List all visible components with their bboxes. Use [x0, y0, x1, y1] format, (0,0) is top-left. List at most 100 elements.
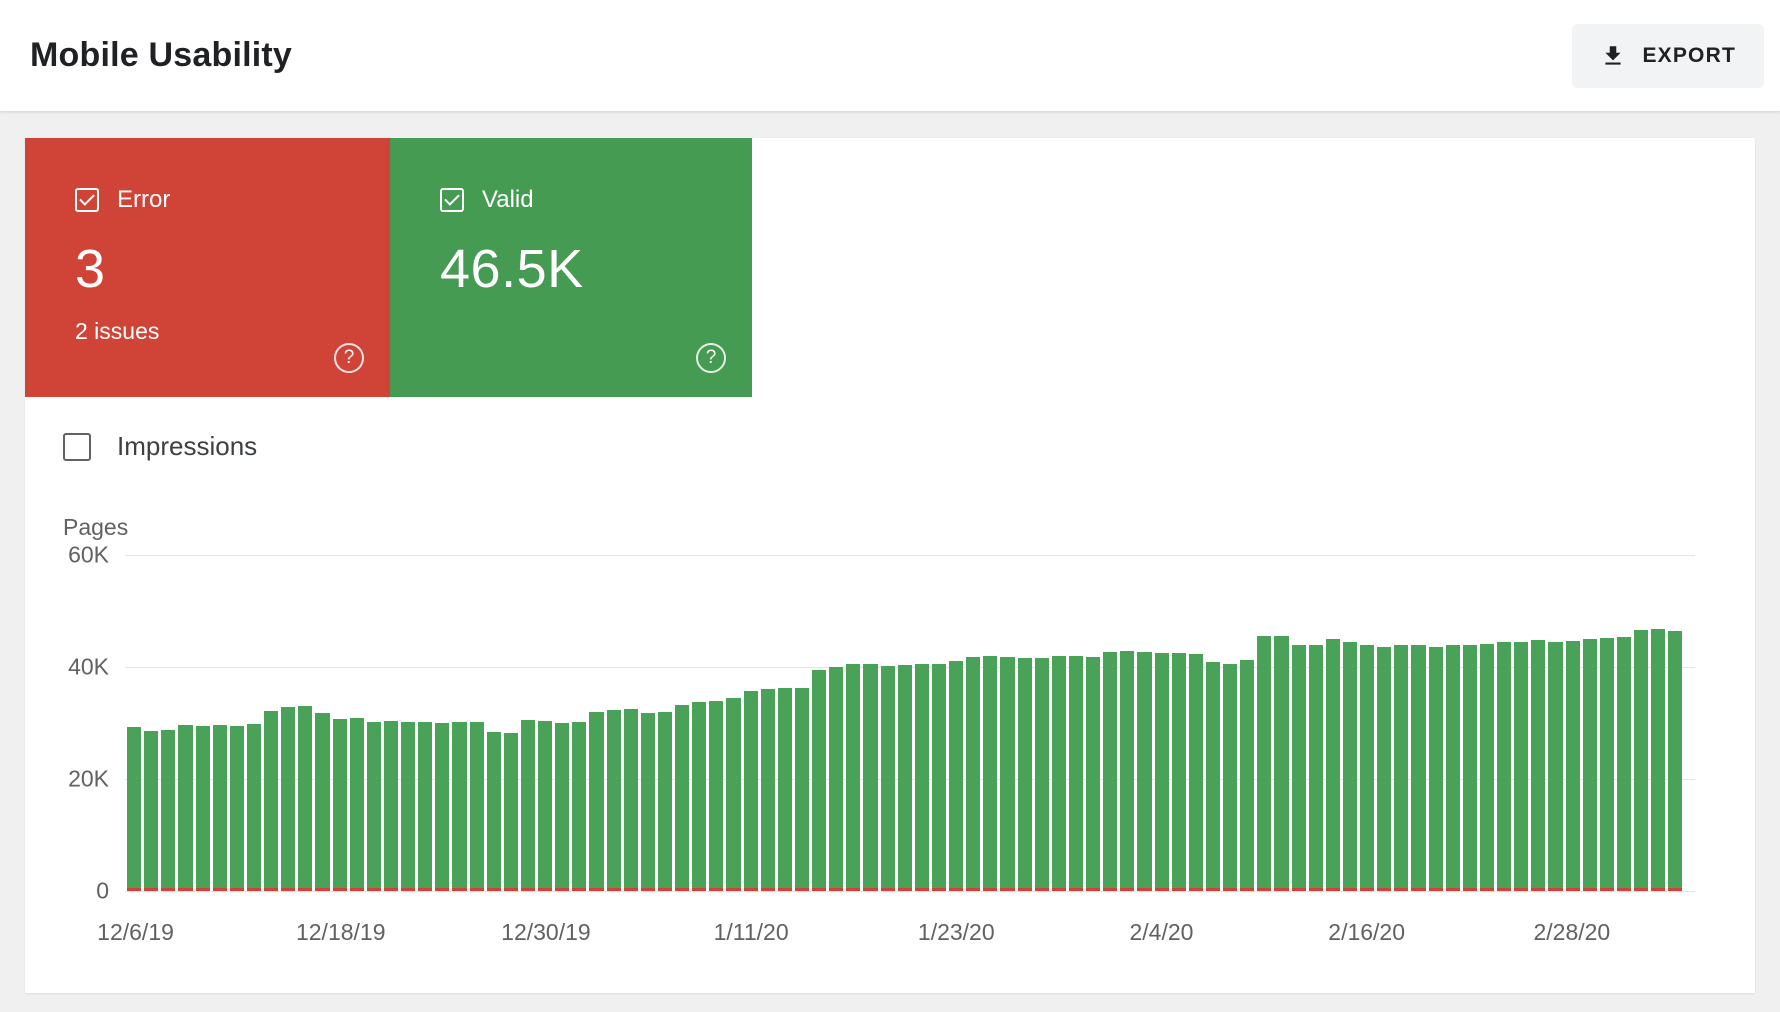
chart-bar[interactable]	[1411, 644, 1426, 891]
chart-bar[interactable]	[640, 712, 655, 891]
chart-bar[interactable]	[1223, 663, 1238, 891]
chart-bar[interactable]	[503, 733, 518, 891]
chart-bar[interactable]	[538, 721, 553, 891]
chart-bar[interactable]	[657, 711, 672, 891]
chart-bar[interactable]	[983, 655, 998, 891]
chart-bar[interactable]	[1599, 638, 1614, 891]
chart-bar[interactable]	[589, 711, 604, 891]
chart-bar[interactable]	[1291, 644, 1306, 891]
chart-bar[interactable]	[1514, 642, 1529, 891]
chart-bar[interactable]	[675, 705, 690, 891]
chart-bar[interactable]	[760, 688, 775, 891]
chart-bar[interactable]	[1668, 630, 1683, 891]
chart-bar[interactable]	[812, 669, 827, 891]
chart-bar[interactable]	[144, 731, 159, 891]
chart-bar[interactable]	[298, 706, 313, 891]
chart-bar[interactable]	[366, 721, 381, 891]
chart-bar[interactable]	[777, 687, 792, 891]
impressions-checkbox[interactable]	[63, 432, 91, 461]
impressions-toggle[interactable]: Impressions	[63, 431, 257, 462]
chart-bar[interactable]	[1479, 644, 1494, 891]
chart-bar[interactable]	[743, 690, 758, 891]
chart-bar[interactable]	[1360, 644, 1375, 891]
chart-bar[interactable]	[1086, 657, 1101, 891]
error-card[interactable]: Error 3 2 issues ?	[25, 138, 390, 397]
chart-bar[interactable]	[692, 701, 707, 891]
chart-bar[interactable]	[1017, 658, 1032, 891]
chart-bar[interactable]	[1651, 629, 1666, 891]
chart-bar[interactable]	[1051, 656, 1066, 891]
chart-bar[interactable]	[195, 725, 210, 891]
chart-bar[interactable]	[127, 726, 142, 891]
chart-bar[interactable]	[1565, 641, 1580, 891]
chart-bar[interactable]	[931, 663, 946, 891]
chart-bar[interactable]	[281, 707, 296, 891]
chart-bar[interactable]	[709, 701, 724, 891]
chart-bar[interactable]	[1171, 653, 1186, 891]
chart-bar[interactable]	[246, 724, 261, 891]
chart-bar[interactable]	[572, 722, 587, 891]
chart-bar[interactable]	[1308, 644, 1323, 891]
chart-bar[interactable]	[966, 657, 981, 891]
error-help-icon[interactable]: ?	[334, 343, 364, 373]
chart-bar[interactable]	[726, 697, 741, 891]
chart-bar[interactable]	[229, 725, 244, 891]
chart-bar[interactable]	[315, 713, 330, 891]
chart-bar[interactable]	[161, 730, 176, 891]
chart-bar[interactable]	[555, 723, 570, 891]
chart-bar[interactable]	[332, 718, 347, 891]
chart-bar[interactable]	[606, 709, 621, 891]
chart-bar[interactable]	[829, 667, 844, 891]
chart-bar[interactable]	[1428, 646, 1443, 891]
chart-bar[interactable]	[1616, 636, 1631, 891]
chart-bar[interactable]	[349, 717, 364, 891]
chart-bar[interactable]	[1394, 644, 1409, 891]
chart-bar[interactable]	[863, 664, 878, 891]
chart-bar[interactable]	[1497, 642, 1512, 891]
chart-bar[interactable]	[212, 725, 227, 891]
valid-checkbox[interactable]	[440, 188, 464, 212]
chart-bar[interactable]	[914, 664, 929, 891]
chart-bar[interactable]	[1188, 653, 1203, 891]
chart-bar[interactable]	[486, 731, 501, 891]
chart-bar[interactable]	[520, 719, 535, 891]
chart-bar[interactable]	[435, 723, 450, 891]
chart-bar[interactable]	[1274, 635, 1289, 891]
chart-bar[interactable]	[1462, 644, 1477, 891]
chart-bar[interactable]	[383, 721, 398, 891]
error-checkbox[interactable]	[75, 188, 99, 212]
chart-bar[interactable]	[1034, 658, 1049, 891]
chart-bar[interactable]	[1377, 646, 1392, 891]
chart-bar[interactable]	[1068, 655, 1083, 891]
chart-bar[interactable]	[623, 709, 638, 891]
chart-bar[interactable]	[897, 664, 912, 891]
export-button[interactable]: EXPORT	[1572, 23, 1764, 88]
valid-help-icon[interactable]: ?	[696, 343, 726, 373]
chart-bar[interactable]	[1342, 641, 1357, 891]
chart-bar[interactable]	[846, 663, 861, 891]
chart-bar[interactable]	[1325, 639, 1340, 891]
chart-bar[interactable]	[418, 721, 433, 891]
chart-bar[interactable]	[949, 661, 964, 891]
chart-bar[interactable]	[880, 665, 895, 891]
chart-bar[interactable]	[794, 688, 809, 891]
chart-bar[interactable]	[1137, 652, 1152, 891]
chart-bar[interactable]	[1257, 636, 1272, 891]
chart-bar[interactable]	[469, 722, 484, 891]
chart-bar[interactable]	[1000, 656, 1015, 891]
chart-bar[interactable]	[264, 711, 279, 891]
chart-bar[interactable]	[1582, 639, 1597, 891]
chart-bar[interactable]	[1548, 641, 1563, 891]
valid-card[interactable]: Valid 46.5K ?	[390, 138, 752, 397]
chart-bar[interactable]	[452, 721, 467, 891]
chart-bar[interactable]	[1120, 650, 1135, 891]
chart-bar[interactable]	[178, 724, 193, 891]
chart-bar[interactable]	[1634, 630, 1649, 891]
chart-bar[interactable]	[1240, 660, 1255, 891]
chart-bar[interactable]	[1205, 661, 1220, 891]
chart-bar[interactable]	[1445, 644, 1460, 891]
chart-bar[interactable]	[1154, 653, 1169, 891]
chart-bar[interactable]	[1103, 652, 1118, 891]
chart-bar[interactable]	[401, 722, 416, 891]
chart-bar[interactable]	[1531, 639, 1546, 891]
